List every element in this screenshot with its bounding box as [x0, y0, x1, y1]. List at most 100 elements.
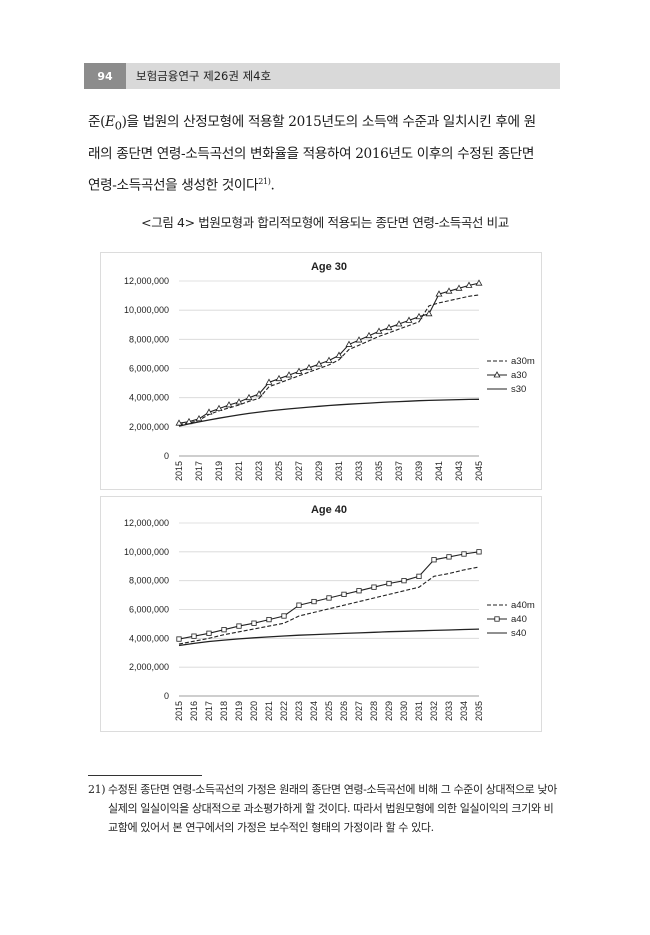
chart-title: Age 40 — [311, 504, 347, 516]
x-tick-label: 2015 — [174, 701, 184, 721]
data-point-a30 — [415, 312, 423, 320]
data-point-a40 — [461, 551, 467, 557]
legend-label-s40: s40 — [511, 628, 526, 639]
x-tick-label: 2032 — [429, 701, 439, 721]
data-point-a40 — [191, 633, 197, 639]
x-tick-label: 2029 — [384, 701, 394, 721]
series-line-a30 — [178, 282, 480, 424]
x-tick-label: 2041 — [434, 461, 444, 481]
x-tick-label: 2024 — [309, 701, 319, 721]
variable-e: E — [105, 114, 115, 130]
x-tick-label: 2031 — [414, 701, 424, 721]
page-number: 94 — [84, 63, 126, 89]
figure-caption: <그림 4> 법원모형과 합리적모형에 적용되는 종단면 연령-소득곡선 비교 — [141, 215, 509, 230]
body-line-2: 래의 종단면 연령-소득곡선의 변화율을 적용하여 2016년도 이후의 수정된… — [88, 145, 535, 162]
data-point-a40 — [371, 584, 377, 590]
y-tick-label: 2,000,000 — [129, 422, 169, 432]
data-point-a30 — [385, 323, 393, 331]
data-point-a40 — [356, 588, 362, 594]
data-point-a40 — [431, 557, 437, 563]
data-point-a30 — [315, 360, 323, 367]
x-tick-label: 2030 — [399, 701, 409, 721]
legend-label-a30m: a30m — [511, 356, 535, 367]
footnote-text: 수정된 종단면 연령-소득곡선의 가정은 원래의 종단면 연령-소득곡선에 비해… — [108, 783, 557, 834]
data-point-a30 — [295, 367, 303, 374]
chart-title: Age 30 — [311, 261, 347, 273]
x-tick-label: 2025 — [324, 701, 334, 721]
y-tick-label: 10,000,000 — [124, 547, 169, 557]
y-tick-label: 4,000,000 — [129, 633, 169, 643]
footnote-reference[interactable]: 21) — [258, 176, 271, 186]
x-tick-label: 2027 — [294, 461, 304, 481]
data-point-a40 — [341, 591, 347, 597]
x-tick-label: 2021 — [234, 461, 244, 481]
x-tick-label: 2021 — [264, 701, 274, 721]
data-point-a30 — [405, 316, 413, 323]
x-tick-label: 2029 — [314, 461, 324, 481]
x-tick-label: 2034 — [459, 701, 469, 721]
x-tick-label: 2027 — [354, 701, 364, 721]
y-tick-label: 12,000,000 — [124, 518, 169, 528]
data-point-a30 — [395, 320, 403, 327]
data-point-a30 — [435, 290, 443, 297]
data-point-a30 — [355, 336, 363, 343]
x-tick-label: 2015 — [174, 461, 184, 481]
data-point-a40 — [236, 623, 242, 629]
data-point-a30 — [465, 281, 473, 288]
data-point-a30 — [285, 371, 293, 378]
data-point-a40 — [281, 613, 287, 619]
data-point-a30 — [245, 393, 253, 401]
x-tick-label: 2018 — [219, 701, 229, 721]
x-tick-label: 2035 — [474, 701, 484, 721]
data-point-a40 — [296, 602, 302, 608]
legend-label-a30: a30 — [511, 370, 527, 381]
data-point-a40 — [206, 630, 212, 636]
x-tick-label: 2045 — [474, 461, 484, 481]
chart-age-30-svg: Age 30 0 2,000,000 4,000,000 6,000,000 8,000,… — [124, 261, 535, 481]
y-tick-label: 10,000,000 — [124, 305, 169, 315]
data-point-a40 — [176, 636, 182, 642]
footnote: 21) 수정된 종단면 연령-소득곡선의 가정은 원래의 종단면 연령-소득곡선… — [88, 780, 562, 837]
x-tick-label: 2023 — [254, 461, 264, 481]
data-point-a30 — [235, 398, 243, 405]
data-point-a30 — [375, 327, 383, 334]
data-point-a30 — [265, 378, 273, 385]
series-line-a30m — [178, 294, 480, 426]
series-line-s30 — [178, 398, 480, 427]
series-line-s40 — [178, 628, 480, 647]
legend-label-a40m: a40m — [511, 600, 535, 611]
data-point-a30 — [425, 309, 433, 317]
legend-marker-a30 — [493, 371, 501, 378]
x-tick-label: 2019 — [234, 701, 244, 721]
body-line-3: 연령-소득곡선을 생성한 것이다21). — [88, 176, 275, 194]
body-paragraph: 준(E0)을 법원의 산정모형에 적용할 2015년도의 소득액 수준과 일치시… — [88, 108, 564, 199]
data-point-a30 — [475, 279, 483, 286]
data-point-a40 — [416, 573, 422, 579]
y-tick-label: 4,000,000 — [129, 393, 169, 403]
data-point-a40 — [221, 627, 227, 633]
data-point-a40 — [386, 580, 392, 587]
legend-label-a40: a40 — [511, 614, 527, 625]
chart-age-30: Age 30 0 2,000,000 4,000,000 6,000,000 8,000,… — [100, 252, 542, 490]
x-tick-label: 2019 — [214, 461, 224, 481]
x-tick-label: 2016 — [189, 701, 199, 721]
x-tick-label: 2033 — [354, 461, 364, 481]
y-tick-label: 6,000,000 — [129, 605, 169, 615]
data-point-a40 — [251, 620, 257, 626]
y-tick-label: 8,000,000 — [129, 576, 169, 586]
x-tick-label: 2022 — [279, 701, 289, 721]
data-point-a30 — [255, 390, 263, 397]
x-tick-label: 2033 — [444, 701, 454, 721]
y-tick-label: 0 — [164, 691, 169, 701]
x-tick-label: 2039 — [414, 461, 424, 481]
data-point-a40 — [311, 598, 317, 605]
legend-marker-a40 — [494, 616, 500, 622]
x-tick-label: 2035 — [374, 461, 384, 481]
y-tick-label: 8,000,000 — [129, 334, 169, 344]
y-tick-label: 0 — [164, 451, 169, 461]
y-tick-label: 12,000,000 — [124, 276, 169, 286]
x-tick-label: 2037 — [394, 461, 404, 481]
data-point-a40 — [401, 578, 407, 584]
data-point-a30 — [365, 331, 373, 339]
data-point-a40 — [266, 616, 272, 623]
